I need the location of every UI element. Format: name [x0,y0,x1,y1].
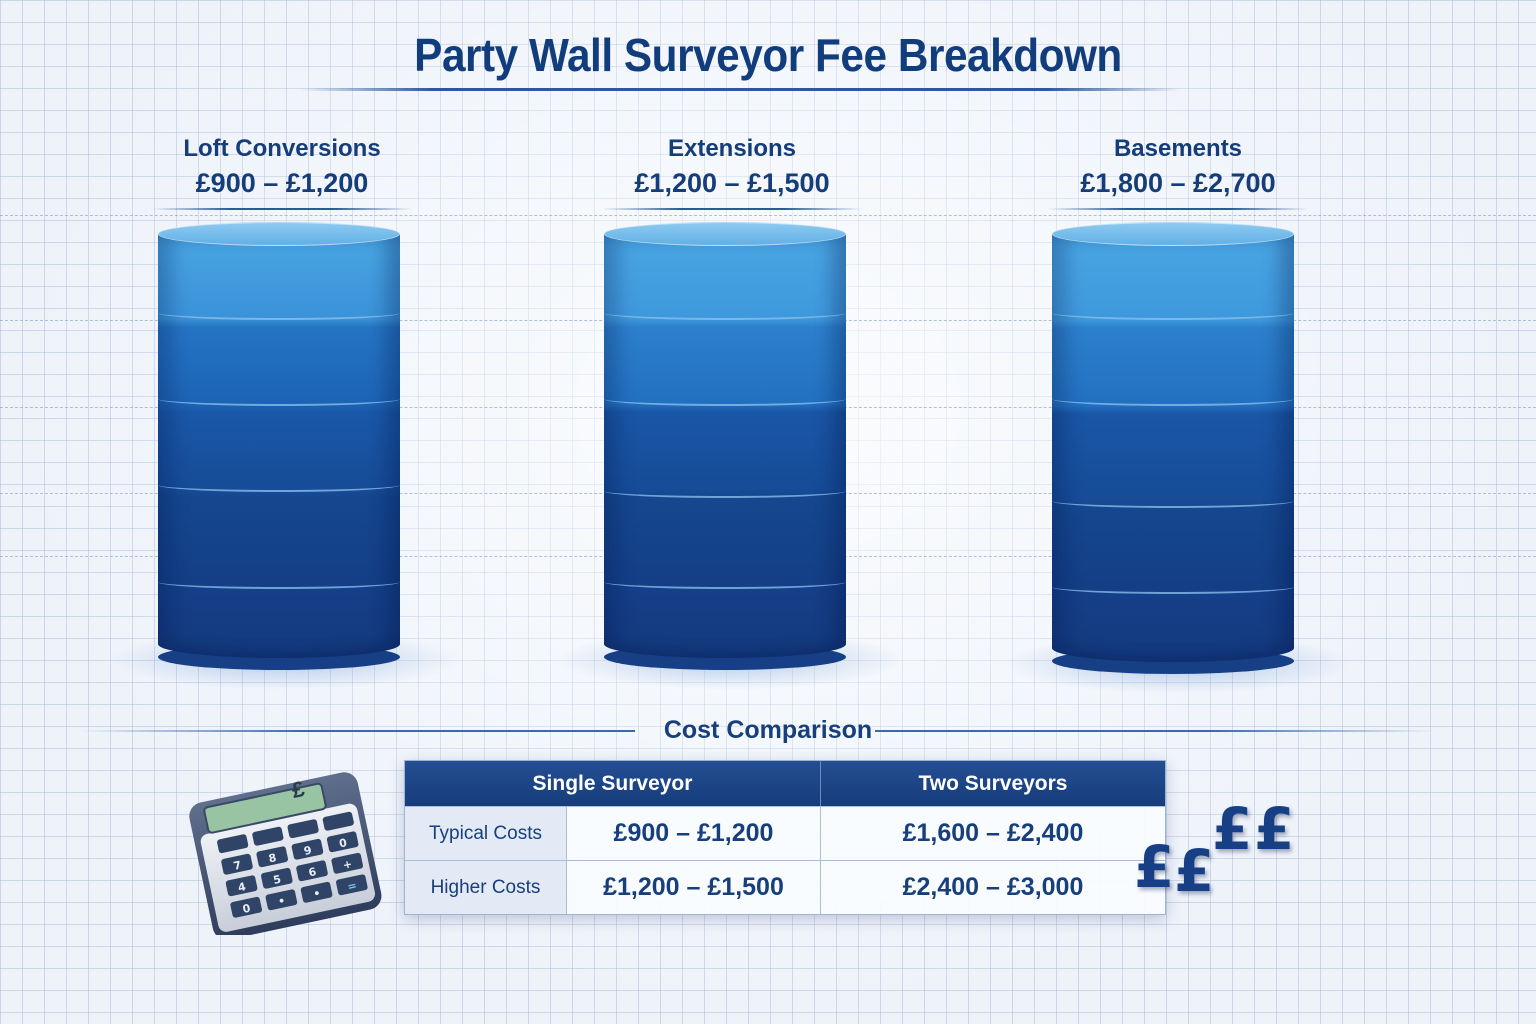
column-header-basements: Basements £1,800 – £2,700 [1018,134,1338,210]
svg-text:6: 6 [307,865,318,879]
column-price-range: £1,200 – £1,500 [634,168,830,198]
pound-icon: £ [1134,833,1175,901]
title-underline [300,88,1180,91]
cylinder-top [158,222,400,246]
svg-text:•: • [312,887,322,901]
svg-text:0: 0 [241,902,252,916]
column-price-range: £900 – £1,200 [195,168,369,198]
column-name: Extensions [667,135,797,162]
column-name: Loft Conversions [183,135,381,162]
header-underline [152,208,412,210]
pound-icon: £ [1212,795,1253,863]
svg-text:0: 0 [338,836,349,850]
svg-text:+: + [342,857,354,872]
divider-line [875,730,1435,732]
header-two-surveyors: Two Surveyors [918,771,1068,795]
header-single-surveyor: Single Surveyor [405,761,821,806]
column-price-range: £1,800 – £2,700 [1080,168,1276,198]
cylinder-top [1052,222,1294,246]
cell-single: £1,200 – £1,500 [567,861,821,914]
column-header-loft: Loft Conversions £900 – £1,200 [122,134,442,210]
row-label: Higher Costs [405,861,567,914]
section-title: Cost Comparison [663,716,873,744]
column-header-extensions: Extensions £1,200 – £1,500 [572,134,892,210]
svg-text:5: 5 [272,873,282,887]
table-row: Higher Costs £1,200 – £1,500 £2,400 – £3… [405,860,1165,914]
cost-comparison-table: Single Surveyor Two Surveyors Typical Co… [404,760,1166,915]
cell-two: £1,600 – £2,400 [902,819,1084,847]
cell-two: £2,400 – £3,000 [902,873,1084,901]
page-title: Party Wall Surveyor Fee Breakdown [414,29,1122,81]
column-name: Basements [1113,135,1243,162]
header-underline [1048,208,1308,210]
pound-icon: £ [1174,837,1215,905]
svg-text:7: 7 [232,859,242,873]
pound-icon: £ [1254,795,1295,863]
row-label: Typical Costs [405,807,567,860]
cylinder-top [604,222,846,246]
svg-text:4: 4 [237,880,248,894]
svg-text:=: = [346,879,358,894]
pound-symbols-decoration: £ £ £ £ [1130,795,1320,915]
cylinder-extensions: 15% Initial Consultation & Notices 30% S… [554,222,906,690]
cell-single: £900 – £1,200 [567,807,821,860]
table-row: Typical Costs £900 – £1,200 £1,600 – £2,… [405,806,1165,860]
table-header: Single Surveyor Two Surveyors [405,761,1165,806]
header-underline [602,208,862,210]
cylinder-loft-conversions: 20% Initial Consultation & Notices 25% S… [108,222,460,690]
svg-text:8: 8 [267,851,277,865]
divider-line [80,730,635,732]
guide-line [0,215,1536,216]
svg-text:9: 9 [303,844,313,858]
svg-text:•: • [277,894,287,908]
cylinder-basements: 15% Initial Consultation & Notices 20% S… [1002,222,1354,694]
